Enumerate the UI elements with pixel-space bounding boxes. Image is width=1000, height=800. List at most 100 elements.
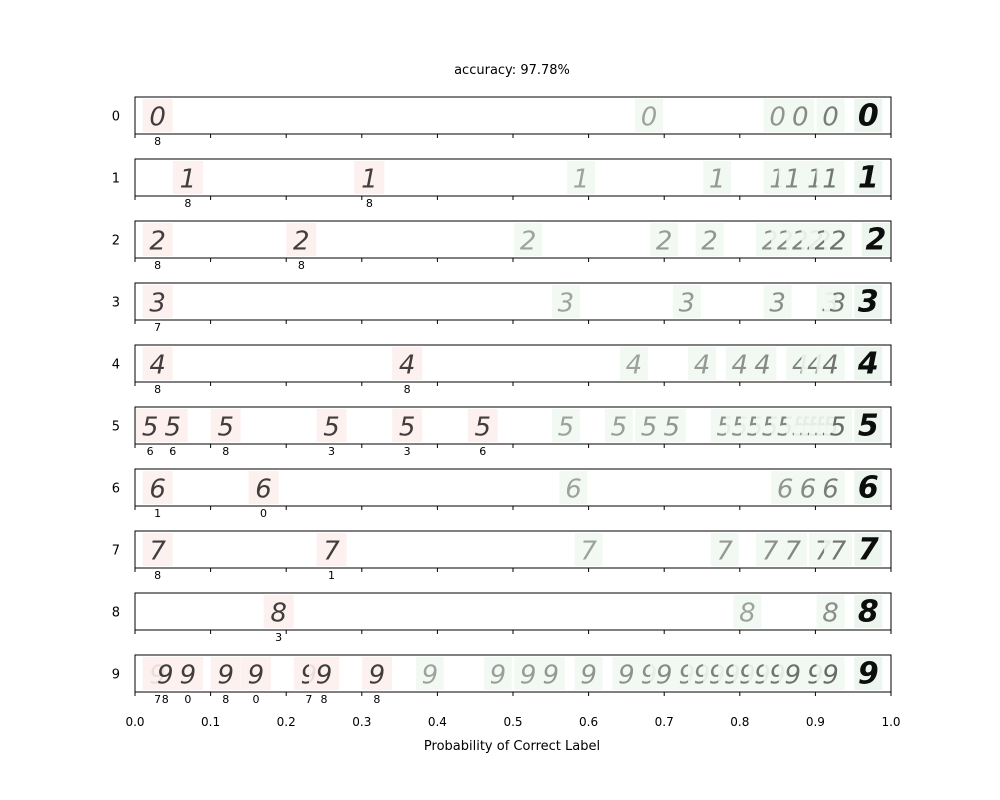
x-tick-label: 0.5	[503, 715, 522, 729]
row-label: 1	[112, 172, 120, 187]
row-frame	[134, 592, 892, 631]
svg-text:1: 1	[858, 161, 879, 196]
correct-sample: 3	[763, 285, 792, 319]
svg-text:9: 9	[858, 657, 879, 692]
row-9: 999999999999999999999798909890979898	[112, 654, 892, 706]
incorrect-sample: 4	[392, 347, 423, 381]
predicted-label: 8	[404, 383, 411, 396]
svg-text:7: 7	[762, 537, 779, 567]
incorrect-sample: 9	[210, 657, 241, 691]
row-label: 9	[112, 668, 120, 683]
incorrect-sample: 9	[309, 657, 339, 691]
row-3: 333333337	[112, 282, 892, 334]
correct-sample: 2	[650, 223, 679, 257]
svg-text:2: 2	[520, 227, 537, 257]
incorrect-sample: 7	[142, 533, 173, 567]
svg-text:0: 0	[641, 103, 658, 133]
predicted-label: 6	[479, 445, 486, 458]
row-frame	[134, 344, 892, 383]
svg-text:7: 7	[323, 537, 340, 567]
correct-sample: 2	[695, 223, 724, 257]
predicted-label: 8	[321, 693, 328, 706]
correct-sample: 2	[861, 223, 890, 258]
correct-sample: 1	[567, 161, 596, 195]
correct-sample: 3	[551, 285, 580, 319]
predicted-label: 1	[328, 569, 335, 582]
incorrect-sample: 7	[316, 533, 347, 567]
row-label: 6	[112, 482, 120, 497]
svg-text:9: 9	[822, 661, 839, 691]
incorrect-sample: 8	[263, 595, 294, 629]
incorrect-sample: 5	[210, 409, 241, 443]
incorrect-sample: 2	[286, 223, 317, 257]
correct-sample: 4	[688, 347, 716, 381]
svg-text:3: 3	[558, 289, 575, 319]
predicted-label: 0	[252, 693, 259, 706]
incorrect-sample: 9	[240, 657, 271, 691]
correct-sample: 9	[574, 657, 603, 691]
correct-sample: 6	[559, 471, 588, 505]
correct-sample: 1	[703, 161, 732, 195]
svg-text:9: 9	[369, 661, 386, 691]
svg-text:9: 9	[656, 661, 673, 691]
correct-sample: 5	[604, 409, 633, 443]
correct-sample: 3	[854, 285, 883, 320]
predicted-label: 8	[162, 693, 169, 706]
row-label: 8	[112, 606, 120, 621]
correct-sample: 5	[824, 409, 853, 443]
svg-text:1: 1	[784, 165, 801, 195]
svg-text:5: 5	[858, 409, 879, 444]
svg-text:2: 2	[865, 223, 886, 258]
svg-text:6: 6	[822, 475, 839, 505]
svg-text:9: 9	[490, 661, 507, 691]
incorrect-sample: 5	[316, 409, 347, 443]
x-tick-label: 0.6	[579, 715, 598, 729]
predicted-label: 8	[154, 569, 161, 582]
incorrect-sample: 0	[142, 99, 173, 133]
incorrect-sample: 6	[142, 471, 173, 505]
svg-text:6: 6	[800, 475, 817, 505]
incorrect-sample: 5	[157, 409, 188, 443]
svg-text:4: 4	[626, 351, 643, 381]
svg-text:7: 7	[149, 537, 166, 567]
predicted-label: 8	[222, 445, 229, 458]
svg-text:4: 4	[732, 351, 749, 381]
svg-text:1: 1	[822, 165, 839, 195]
svg-text:3: 3	[149, 289, 166, 319]
svg-text:6: 6	[255, 475, 272, 505]
row-label: 4	[112, 358, 120, 373]
svg-text:7: 7	[830, 537, 847, 567]
predicted-label: 6	[147, 445, 154, 458]
predicted-label: 8	[184, 197, 191, 210]
predicted-label: 3	[404, 445, 411, 458]
correct-sample: 7	[778, 533, 807, 567]
row-label: 2	[112, 234, 120, 249]
svg-text:6: 6	[777, 475, 794, 505]
svg-text:2: 2	[293, 227, 310, 257]
predicted-label: 8	[222, 693, 229, 706]
correct-sample: 3	[824, 285, 853, 319]
correct-sample: 2	[514, 223, 543, 257]
correct-sample: 9	[483, 657, 512, 691]
correct-sample: 8	[854, 595, 883, 630]
svg-text:5: 5	[165, 413, 182, 443]
svg-text:4: 4	[694, 351, 711, 381]
svg-text:9: 9	[520, 661, 537, 691]
row-label: 5	[112, 420, 120, 435]
svg-text:6: 6	[858, 471, 879, 506]
correct-sample: 8	[816, 595, 845, 629]
svg-text:3: 3	[769, 289, 786, 319]
svg-text:4: 4	[822, 351, 839, 381]
x-tick-label: 0.3	[352, 715, 371, 729]
incorrect-sample: 1	[172, 161, 203, 195]
correct-sample: 7	[710, 533, 739, 567]
predicted-label: 3	[328, 445, 335, 458]
correct-sample: 9	[816, 657, 845, 691]
correct-sample: 7	[824, 533, 853, 567]
svg-text:2: 2	[149, 227, 166, 257]
incorrect-sample: 9	[361, 657, 392, 691]
predicted-label: 8	[154, 383, 161, 396]
svg-text:9: 9	[580, 661, 597, 691]
svg-text:2: 2	[656, 227, 673, 257]
